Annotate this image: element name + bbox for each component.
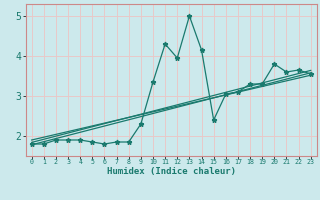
- X-axis label: Humidex (Indice chaleur): Humidex (Indice chaleur): [107, 167, 236, 176]
